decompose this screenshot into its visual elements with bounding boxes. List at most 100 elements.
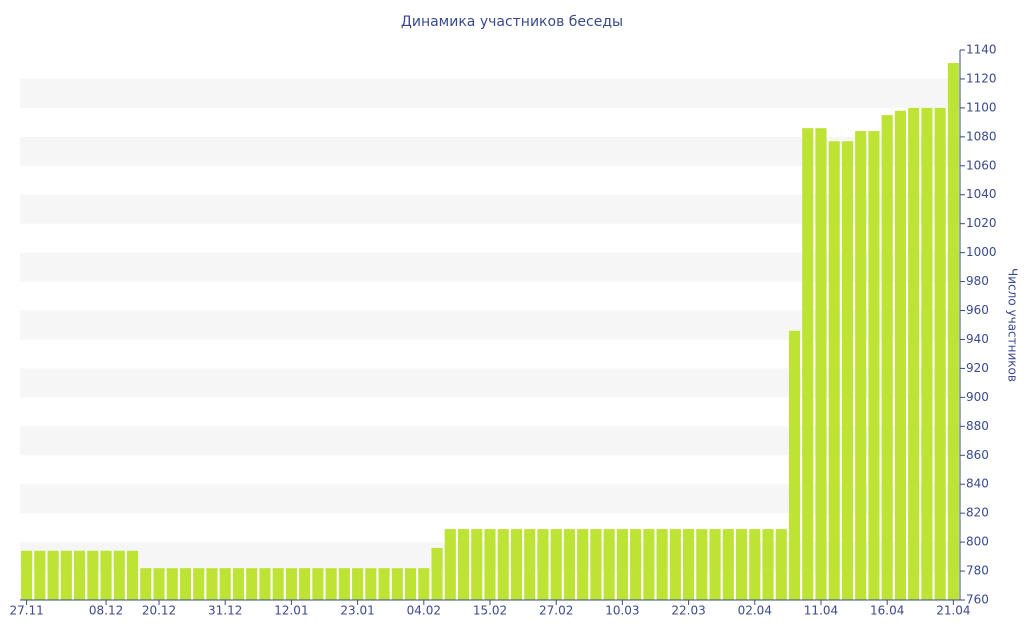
- bar: [74, 550, 86, 600]
- y-tick-label: 1140: [966, 43, 997, 57]
- x-tick-label: 20.12: [142, 604, 176, 618]
- y-tick-label: 1120: [966, 71, 997, 85]
- bar: [643, 529, 655, 600]
- x-tick-label: 10.03: [605, 604, 639, 618]
- x-tick-label: 27.02: [539, 604, 573, 618]
- bar: [471, 529, 483, 600]
- bar: [34, 550, 46, 600]
- bar: [524, 529, 536, 600]
- bar: [338, 568, 350, 600]
- bar: [47, 550, 59, 600]
- y-tick-label: 1100: [966, 100, 997, 114]
- x-tick-label: 15.02: [473, 604, 507, 618]
- bar: [312, 568, 324, 600]
- bar: [947, 63, 959, 601]
- y-tick-label: 760: [966, 593, 989, 607]
- chart-title: Динамика участников беседы: [401, 14, 623, 30]
- y-tick-label: 880: [966, 419, 989, 433]
- x-tick-label: 27.11: [9, 604, 43, 618]
- bar: [802, 128, 814, 600]
- bar: [87, 550, 99, 600]
- bar: [457, 529, 470, 600]
- bar: [590, 529, 602, 600]
- bar: [272, 568, 284, 600]
- bar: [140, 568, 152, 600]
- bar: [484, 529, 496, 600]
- y-tick-label: 780: [966, 564, 989, 578]
- x-tick-label: 02.04: [738, 604, 772, 618]
- bar: [855, 131, 867, 601]
- y-tick-label: 940: [966, 332, 989, 346]
- y-tick-label: 840: [966, 477, 989, 491]
- bar: [630, 529, 642, 600]
- x-tick-label: 22.03: [671, 604, 705, 618]
- x-tick-label: 31.12: [208, 604, 242, 618]
- bar: [166, 568, 178, 600]
- bar: [113, 550, 125, 600]
- bar: [908, 107, 920, 600]
- y-tick-label: 800: [966, 535, 989, 549]
- bar: [537, 529, 549, 600]
- bar: [563, 529, 575, 600]
- bar: [352, 568, 364, 600]
- bar: [206, 568, 218, 600]
- bar: [405, 568, 417, 600]
- bar: [669, 529, 681, 600]
- bar: [153, 568, 165, 600]
- bar: [444, 529, 456, 600]
- bar: [179, 568, 192, 600]
- x-tick-label: 16.04: [870, 604, 904, 618]
- bar: [246, 568, 258, 600]
- x-tick-label: 11.04: [804, 604, 838, 618]
- y-tick-label: 900: [966, 390, 989, 404]
- bar: [683, 529, 695, 600]
- bar: [365, 568, 377, 600]
- bar: [510, 529, 523, 600]
- bar: [603, 529, 615, 600]
- y-tick-label: 860: [966, 448, 989, 462]
- bar: [325, 568, 337, 600]
- bar: [749, 529, 761, 600]
- bar: [418, 568, 430, 600]
- bar: [762, 529, 774, 600]
- x-tick-label: 23.01: [340, 604, 374, 618]
- bar: [497, 529, 509, 600]
- bar: [894, 110, 906, 600]
- y-tick-label: 820: [966, 506, 989, 520]
- bar: [431, 547, 443, 600]
- x-tick-label: 04.02: [407, 604, 441, 618]
- grid-band: [20, 78, 960, 108]
- bar: [100, 550, 112, 600]
- bar: [577, 529, 589, 600]
- y-tick-label: 1060: [966, 158, 997, 172]
- bar: [828, 141, 840, 600]
- bar: [815, 128, 827, 600]
- bar: [126, 550, 139, 600]
- y-tick-label: 1020: [966, 216, 997, 230]
- bar: [378, 568, 390, 600]
- y-tick-label: 1040: [966, 187, 997, 201]
- bar: [921, 107, 933, 600]
- bar: [259, 568, 271, 600]
- bar: [775, 529, 787, 600]
- bar: [841, 141, 854, 600]
- bar: [934, 107, 946, 600]
- bar: [232, 568, 245, 600]
- y-tick-label: 920: [966, 361, 989, 375]
- y-tick-label: 980: [966, 274, 989, 288]
- bar: [696, 529, 708, 600]
- bar: [391, 568, 403, 600]
- bar: [616, 529, 628, 600]
- y-axis-label: Число участников: [1006, 268, 1020, 382]
- bar: [735, 529, 748, 600]
- x-tick-label: 08.12: [89, 604, 123, 618]
- bar: [21, 550, 33, 600]
- bar: [550, 529, 562, 600]
- bar: [219, 568, 231, 600]
- x-tick-label: 21.04: [936, 604, 970, 618]
- bar: [709, 529, 721, 600]
- bar: [60, 550, 72, 600]
- y-tick-label: 960: [966, 303, 989, 317]
- bar: [656, 529, 668, 600]
